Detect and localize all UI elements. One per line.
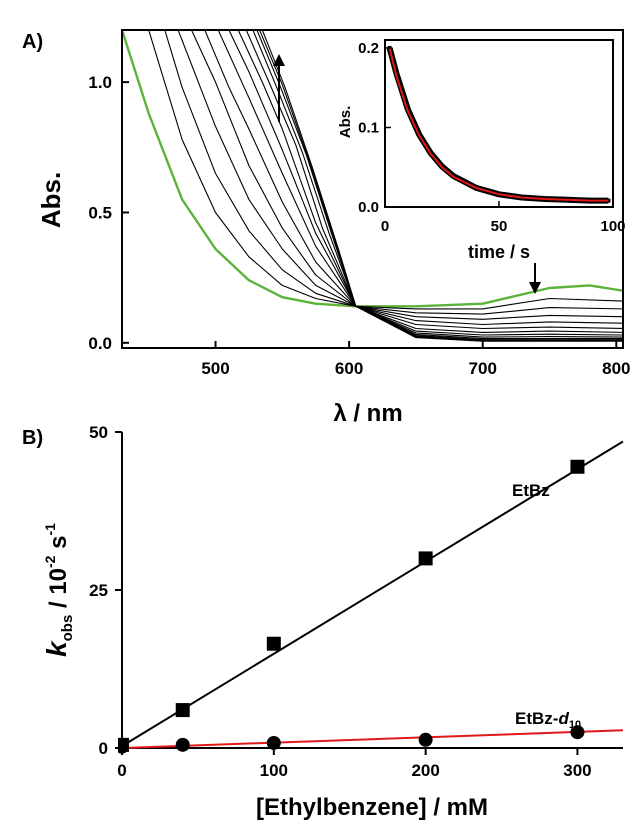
panel-a-y-axis-title: Abs.: [36, 172, 66, 228]
fit-line-etbz-d10: [121, 729, 624, 749]
inset-x-axis-title: time / s: [468, 242, 530, 262]
data-point-etbz-d10: [266, 735, 281, 750]
data-point-etbz-d10: [118, 739, 129, 754]
panel-b-plot-area: 0 100 200 300 0 25 50: [89, 423, 624, 780]
inset-x-tick-label: 100: [600, 218, 625, 235]
panel-a-label: A): [22, 31, 43, 53]
x-tick-label: 700: [469, 359, 497, 378]
panel-b-x-axis-title: [Ethylbenzene] / mM: [256, 794, 488, 821]
x-tick-label: 0: [117, 761, 126, 780]
spectrum-trace: [164, 31, 622, 315]
data-point-etbz-d10: [418, 732, 433, 747]
y-tick-label: 25: [89, 581, 108, 600]
x-tick-label: 600: [335, 359, 363, 378]
panel-a-inset: 0 50 100 0.0 0.1 0.2 Abs. time / s: [337, 39, 626, 262]
x-tick-label: 300: [563, 761, 591, 780]
series-label-etbz-d10: EtBz-d10: [515, 709, 581, 731]
spectrum-trace: [148, 31, 622, 310]
data-point-etbz-d10: [175, 737, 190, 752]
x-tick-label: 200: [411, 761, 439, 780]
panel-a-frame: [121, 29, 624, 349]
inset-x-tick-label: 50: [491, 218, 508, 235]
y-tick-label: 0.0: [88, 334, 112, 353]
x-tick-label: 500: [201, 359, 229, 378]
x-tick-label: 800: [602, 359, 630, 378]
y-tick-label: 50: [89, 423, 108, 442]
fit-line-etbz: [121, 440, 624, 747]
spectrum-initial: [123, 31, 622, 308]
panel-b-label: B): [22, 427, 43, 449]
inset-y-tick-label: 0.0: [358, 199, 379, 216]
panel-b-series: [118, 440, 624, 754]
data-point-etbz: [570, 459, 585, 474]
spectrum-trace: [262, 31, 622, 342]
inset-y-tick-label: 0.1: [358, 119, 379, 136]
inset-x-tick-label: 0: [381, 218, 389, 235]
panel-a-spectra: [123, 31, 622, 342]
panel-b: B) 0 100 200 300 0 25 50 EtBz EtBz-d10 kobs / …: [22, 423, 624, 821]
panel-a-x-axis-title: λ / nm: [333, 400, 402, 427]
data-point-etbz: [266, 636, 281, 651]
spectrum-trace: [177, 31, 622, 320]
y-tick-label: 0: [99, 739, 108, 758]
y-tick-label: 0.5: [88, 203, 112, 222]
data-point-etbz-d10: [570, 725, 585, 740]
increase-arrow: [273, 54, 285, 122]
spectrum-trace: [204, 31, 622, 330]
decrease-arrow: [529, 263, 541, 294]
inset-frame: [384, 39, 614, 208]
inset-data-point: [606, 198, 611, 203]
spectrum-trace: [191, 31, 622, 326]
inset-ticks: 0 50 100 0.0 0.1 0.2: [358, 40, 625, 235]
inset-y-axis-title: Abs.: [337, 106, 354, 139]
panel-b-y-axis-title: kobs / 10-2 s-1: [41, 523, 76, 657]
panel-a: A) 500 600 700 800 0.0 0.5 1.0 Abs. λ / nm 0 50…: [22, 29, 631, 427]
inset-y-tick-label: 0.2: [358, 40, 379, 57]
panel-b-ticks: 0 100 200 300 0 25 50: [89, 423, 592, 780]
data-point-etbz: [175, 703, 190, 718]
data-point-etbz: [418, 551, 433, 566]
series-label-etbz: EtBz: [512, 481, 550, 500]
y-tick-label: 1.0: [88, 73, 112, 92]
inset-fit-curve: [388, 47, 609, 202]
x-tick-label: 100: [260, 761, 288, 780]
